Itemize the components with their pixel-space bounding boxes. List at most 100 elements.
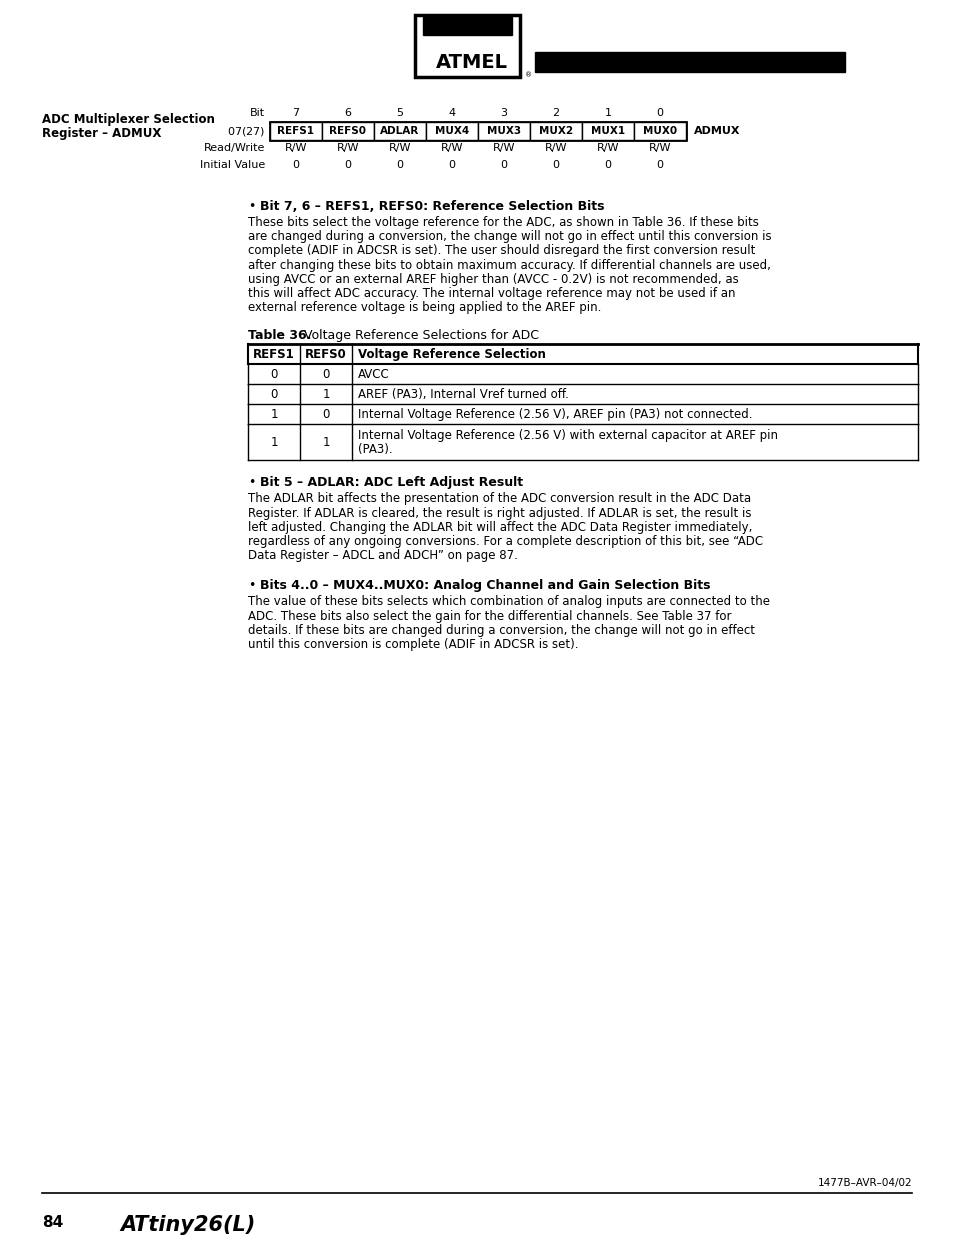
Text: R/W: R/W	[544, 143, 567, 153]
Text: 0: 0	[293, 161, 299, 170]
Text: R/W: R/W	[597, 143, 618, 153]
Bar	[634, 122, 685, 140]
Text: R/W: R/W	[388, 143, 411, 153]
Bar	[248, 364, 917, 384]
Text: Read/Write: Read/Write	[203, 143, 265, 153]
Text: $07 ($27): $07 ($27)	[227, 125, 265, 137]
Text: R/W: R/W	[648, 143, 671, 153]
Text: after changing these bits to obtain maximum accuracy. If differential channels a: after changing these bits to obtain maxi…	[248, 258, 770, 272]
Text: Initial Value: Initial Value	[199, 161, 265, 170]
Text: These bits select the voltage reference for the ADC, as shown in Table 36. If th: These bits select the voltage reference …	[248, 216, 758, 228]
Text: Bit: Bit	[250, 107, 265, 119]
Bar	[530, 122, 581, 140]
Text: this will affect ADC accuracy. The internal voltage reference may not be used if: this will affect ADC accuracy. The inter…	[248, 287, 735, 300]
Text: •: •	[248, 200, 255, 212]
Text: ATMEL: ATMEL	[436, 53, 507, 72]
Text: 4: 4	[448, 107, 456, 119]
Bar	[248, 404, 917, 425]
Bar	[374, 122, 426, 140]
Text: Table 36.: Table 36.	[248, 330, 311, 342]
Text: •: •	[248, 579, 255, 593]
Text: 0: 0	[396, 161, 403, 170]
Text: MUX0: MUX0	[642, 126, 677, 136]
Text: Voltage Reference Selections for ADC: Voltage Reference Selections for ADC	[295, 330, 538, 342]
Text: AVCC: AVCC	[357, 368, 390, 380]
Bar	[248, 384, 917, 404]
Bar	[270, 122, 322, 140]
Text: Register – ADMUX: Register – ADMUX	[42, 127, 161, 140]
Text: (PA3).: (PA3).	[357, 443, 393, 456]
Text: 1: 1	[322, 388, 330, 401]
Text: 0: 0	[604, 161, 611, 170]
Text: 0: 0	[552, 161, 558, 170]
Text: MUX2: MUX2	[538, 126, 573, 136]
Bar	[415, 15, 519, 77]
Text: The ADLAR bit affects the presentation of the ADC conversion result in the ADC D: The ADLAR bit affects the presentation o…	[248, 493, 750, 505]
Text: ATtiny26(L): ATtiny26(L)	[120, 1215, 255, 1235]
Bar	[426, 122, 477, 140]
Text: 0: 0	[656, 107, 662, 119]
Text: ADC. These bits also select the gain for the differential channels. See Table 37: ADC. These bits also select the gain for…	[248, 610, 731, 622]
Text: Bit 7, 6 – REFS1, REFS0: Reference Selection Bits: Bit 7, 6 – REFS1, REFS0: Reference Selec…	[260, 200, 604, 212]
Text: Bits 4..0 – MUX4..MUX0: Analog Channel and Gain Selection Bits: Bits 4..0 – MUX4..MUX0: Analog Channel a…	[260, 579, 710, 593]
Text: 1: 1	[322, 436, 330, 448]
Bar	[248, 345, 917, 364]
Text: 1477B–AVR–04/02: 1477B–AVR–04/02	[817, 1178, 911, 1188]
Text: AREF (PA3), Internal Vref turned off.: AREF (PA3), Internal Vref turned off.	[357, 388, 568, 401]
Text: 1: 1	[604, 107, 611, 119]
Text: external reference voltage is being applied to the AREF pin.: external reference voltage is being appl…	[248, 301, 600, 314]
Text: ®: ®	[525, 72, 532, 78]
Bar	[477, 122, 530, 140]
Text: 0: 0	[270, 368, 277, 380]
Text: ADC Multiplexer Selection: ADC Multiplexer Selection	[42, 112, 214, 126]
Text: Voltage Reference Selection: Voltage Reference Selection	[357, 348, 545, 361]
Text: Internal Voltage Reference (2.56 V), AREF pin (PA3) not connected.: Internal Voltage Reference (2.56 V), ARE…	[357, 408, 752, 421]
Text: MUX1: MUX1	[590, 126, 624, 136]
Text: 6: 6	[344, 107, 351, 119]
Text: complete (ADIF in ADCSR is set). The user should disregard the first conversion : complete (ADIF in ADCSR is set). The use…	[248, 245, 755, 257]
Text: 5: 5	[396, 107, 403, 119]
Text: R/W: R/W	[493, 143, 515, 153]
Text: 0: 0	[344, 161, 351, 170]
Text: 1: 1	[270, 408, 277, 421]
Text: 0: 0	[500, 161, 507, 170]
Text: 0: 0	[322, 368, 330, 380]
Text: REFS0: REFS0	[305, 348, 347, 361]
Text: R/W: R/W	[440, 143, 463, 153]
Bar	[581, 122, 634, 140]
Bar	[535, 52, 844, 72]
Text: REFS0: REFS0	[329, 126, 366, 136]
Text: MUX4: MUX4	[435, 126, 469, 136]
Text: 2: 2	[552, 107, 559, 119]
Text: details. If these bits are changed during a conversion, the change will not go i: details. If these bits are changed durin…	[248, 624, 754, 637]
Text: ADMUX: ADMUX	[693, 126, 740, 136]
Text: The value of these bits selects which combination of analog inputs are connected: The value of these bits selects which co…	[248, 595, 769, 609]
Text: Data Register – ADCL and ADCH” on page 87.: Data Register – ADCL and ADCH” on page 8…	[248, 550, 517, 562]
Text: 0: 0	[448, 161, 455, 170]
Text: Register. If ADLAR is cleared, the result is right adjusted. If ADLAR is set, th: Register. If ADLAR is cleared, the resul…	[248, 506, 751, 520]
Text: until this conversion is complete (ADIF in ADCSR is set).: until this conversion is complete (ADIF …	[248, 638, 578, 651]
Text: Bit 5 – ADLAR: ADC Left Adjust Result: Bit 5 – ADLAR: ADC Left Adjust Result	[260, 477, 522, 489]
Text: are changed during a conversion, the change will not go in effect until this con: are changed during a conversion, the cha…	[248, 230, 771, 243]
Text: REFS1: REFS1	[277, 126, 314, 136]
Text: R/W: R/W	[336, 143, 359, 153]
Text: 3: 3	[500, 107, 507, 119]
Bar	[248, 425, 917, 461]
Bar	[270, 122, 685, 140]
Text: 0: 0	[656, 161, 662, 170]
Text: 7: 7	[293, 107, 299, 119]
Bar	[422, 17, 512, 35]
Bar	[322, 122, 374, 140]
Text: using AVCC or an external AREF higher than (AVCC - 0.2V) is not recommended, as: using AVCC or an external AREF higher th…	[248, 273, 738, 285]
Text: R/W: R/W	[284, 143, 307, 153]
Text: Internal Voltage Reference (2.56 V) with external capacitor at AREF pin: Internal Voltage Reference (2.56 V) with…	[357, 429, 778, 442]
Text: left adjusted. Changing the ADLAR bit will affect the ADC Data Register immediat: left adjusted. Changing the ADLAR bit wi…	[248, 521, 752, 534]
Text: 84: 84	[42, 1215, 63, 1230]
Text: ADLAR: ADLAR	[380, 126, 419, 136]
Text: 1: 1	[270, 436, 277, 448]
Text: 0: 0	[322, 408, 330, 421]
Text: •: •	[248, 477, 255, 489]
Text: REFS1: REFS1	[253, 348, 294, 361]
Text: 0: 0	[270, 388, 277, 401]
Text: regardless of any ongoing conversions. For a complete description of this bit, s: regardless of any ongoing conversions. F…	[248, 535, 762, 548]
